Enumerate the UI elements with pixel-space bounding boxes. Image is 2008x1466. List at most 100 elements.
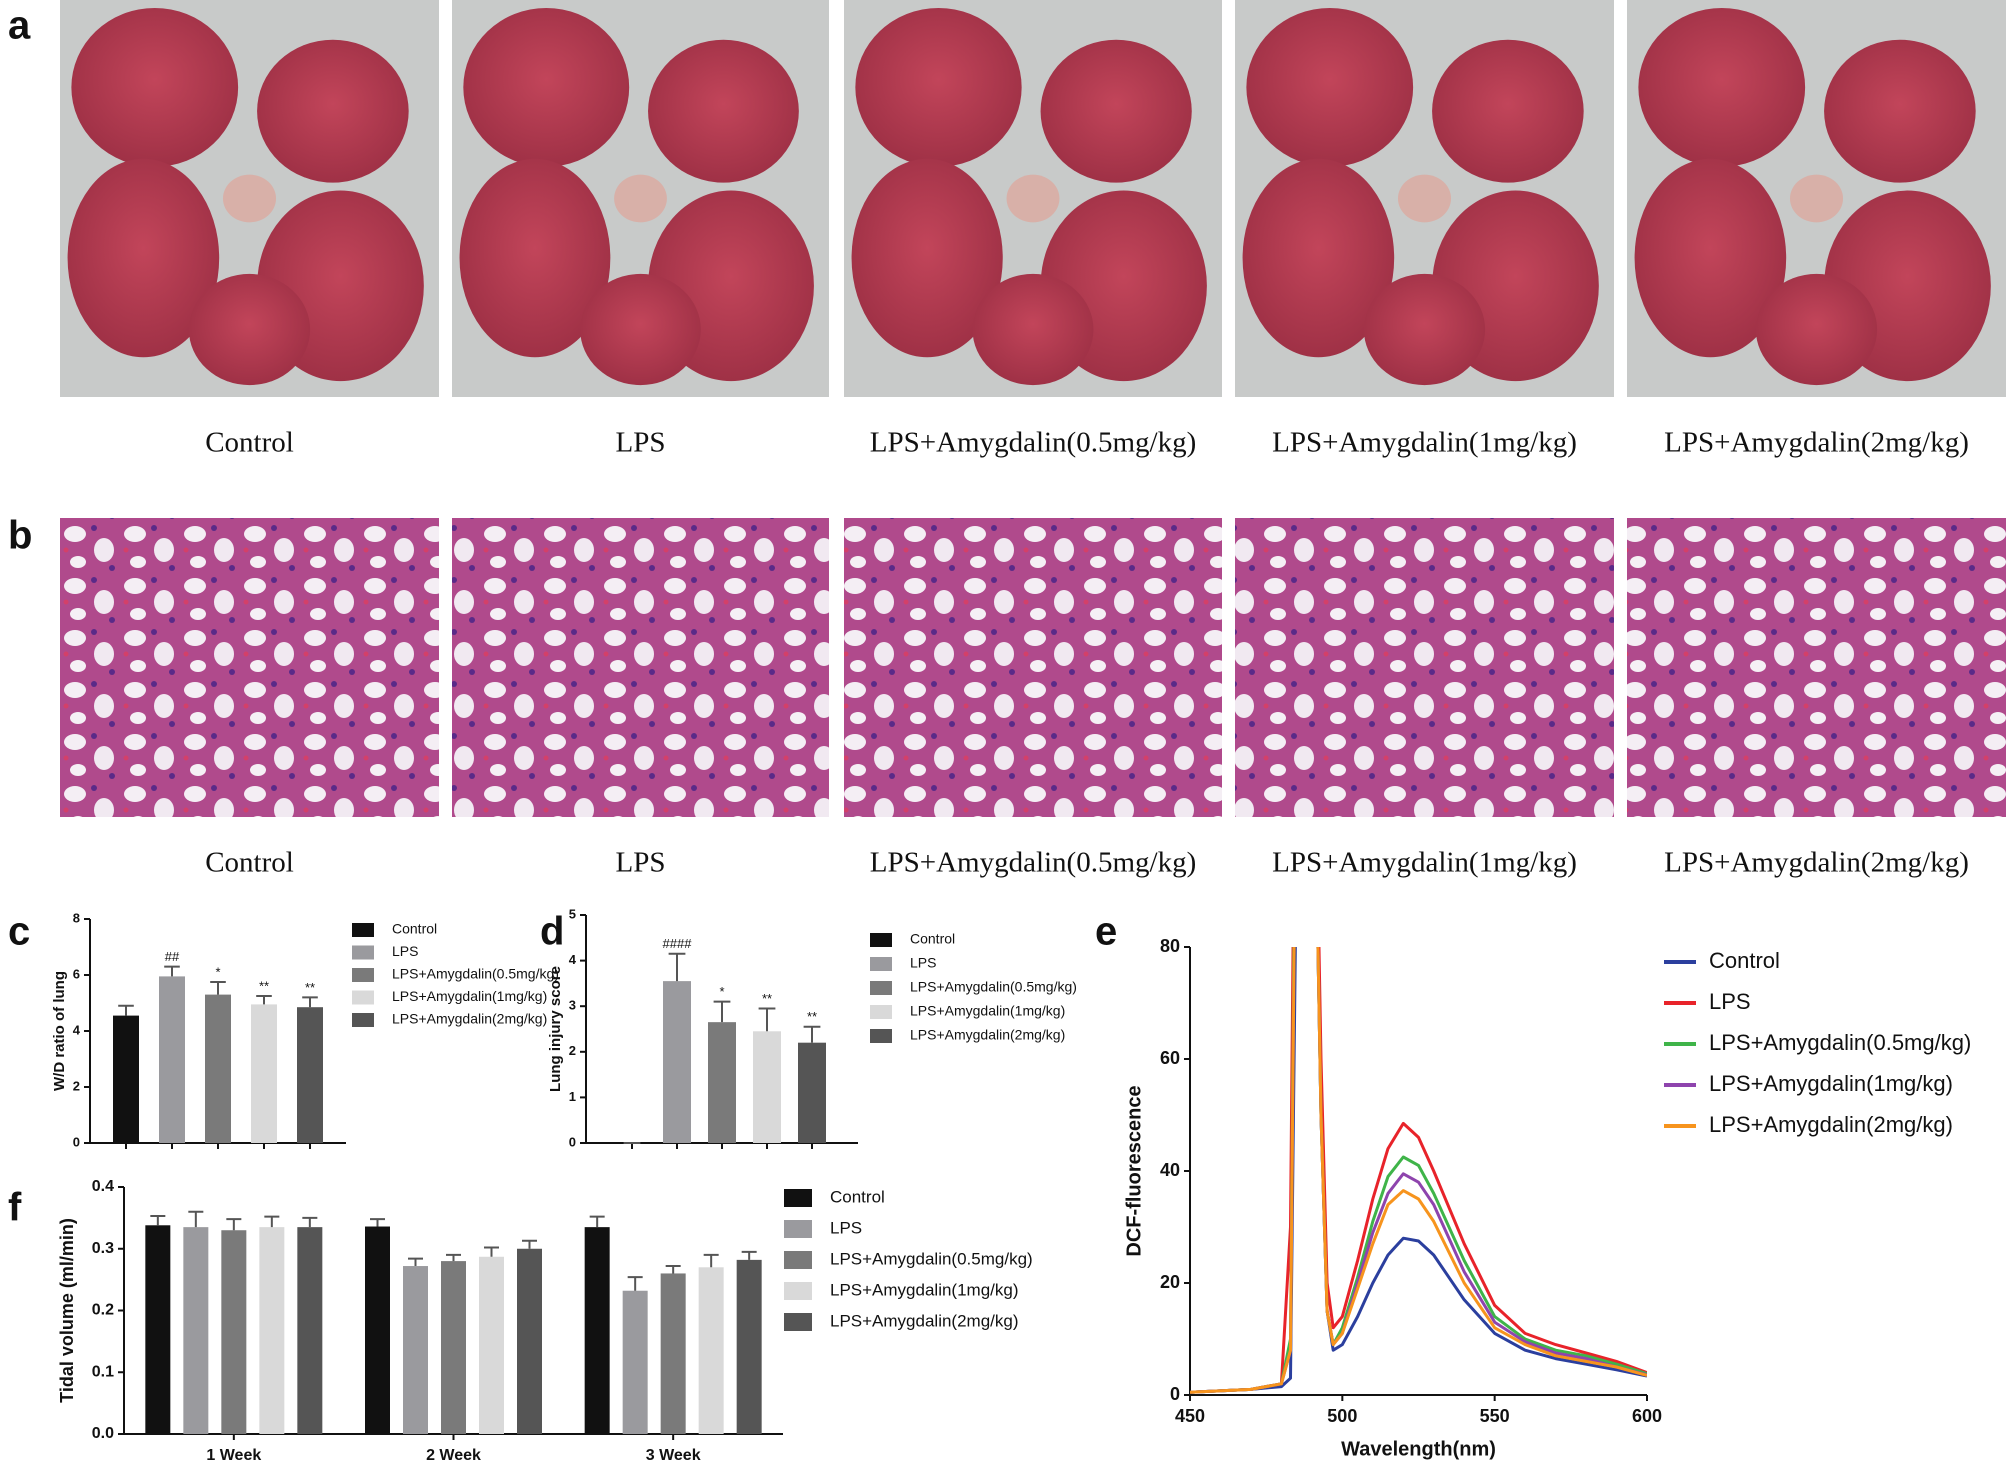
legend-swatch: [870, 981, 892, 995]
legend-swatch: [352, 945, 374, 960]
legend-label: LPS+Amygdalin(2mg/kg): [392, 1011, 547, 1027]
lung-lobe: [855, 7, 1022, 167]
lung-lobe: [463, 7, 630, 167]
bar: [441, 1261, 466, 1434]
photo-caption: LPS+Amygdalin(1mg/kg): [1272, 427, 1577, 459]
bar: [403, 1266, 428, 1434]
legend-label: LPS+Amygdalin(1mg/kg): [830, 1280, 1019, 1299]
bar: [736, 1259, 762, 1434]
y-tick-label: 0.0: [92, 1425, 114, 1442]
error-bar: [703, 1253, 719, 1268]
error-bar: [758, 1007, 776, 1032]
lung-lobe: [1242, 158, 1395, 358]
bar: [113, 1015, 139, 1143]
panel-label: e: [1095, 910, 1117, 954]
trachea: [614, 174, 667, 223]
bar: [259, 1227, 285, 1434]
lung-lobe: [1755, 273, 1878, 386]
y-tick-label: 4: [569, 952, 577, 967]
panel-label: c: [8, 910, 30, 954]
histology-photo: [1627, 518, 2006, 817]
y-tick-label: 0: [73, 1134, 80, 1149]
x-tick-label: 450: [1175, 1406, 1205, 1426]
y-tick-label: 1: [569, 1089, 576, 1104]
legend-label: LPS: [910, 955, 936, 971]
x-tick-label: 550: [1480, 1406, 1510, 1426]
y-tick-label: 0: [1170, 1384, 1180, 1404]
legend-label: LPS: [1709, 989, 1751, 1014]
bar: [183, 1227, 209, 1434]
histology-photo: [1235, 518, 1614, 817]
y-tick-label: 20: [1160, 1272, 1180, 1292]
trachea: [1397, 174, 1452, 223]
bar: [622, 1290, 648, 1434]
trachea: [222, 174, 277, 223]
significance-label: **: [807, 1009, 817, 1024]
lung-lobe: [1040, 39, 1192, 183]
trachea: [1006, 174, 1060, 223]
error-bar: [226, 1218, 242, 1231]
legend-swatch: [352, 968, 374, 982]
significance-label: *: [719, 984, 724, 999]
x-tick-label: 1 Week: [206, 1447, 261, 1464]
error-bar: [118, 1004, 134, 1016]
error-bar: [589, 1215, 605, 1228]
lung-lobe: [1634, 158, 1787, 358]
y-tick-label: 0.2: [92, 1302, 114, 1319]
error-bar: [803, 1025, 821, 1043]
trachea: [1789, 174, 1844, 223]
lung-lobe: [67, 158, 220, 358]
lung-lobe: [648, 39, 799, 183]
legend-swatch: [870, 933, 892, 947]
legend-label: LPS: [830, 1218, 862, 1237]
lung-lobe: [1432, 39, 1584, 183]
x-tick-label: 600: [1632, 1406, 1662, 1426]
significance-label: **: [305, 980, 315, 995]
y-tick-label: 80: [1160, 936, 1180, 956]
legend-swatch: [784, 1189, 812, 1207]
legend-label: LPS+Amygdalin(0.5mg/kg): [1709, 1030, 1971, 1055]
y-tick-label: 3: [569, 998, 576, 1013]
error-bar: [741, 1250, 757, 1260]
spectrum-line: [1190, 947, 1647, 1394]
panel-label: f: [8, 1186, 22, 1230]
error-bar: [256, 995, 272, 1005]
error-bar: [370, 1218, 385, 1227]
x-tick-label: 3 Week: [646, 1447, 701, 1464]
bar: [479, 1256, 504, 1434]
lung-lobe: [188, 273, 311, 386]
photo-caption: LPS+Amygdalin(2mg/kg): [1664, 847, 1969, 879]
bar: [159, 976, 185, 1143]
photo-caption: LPS+Amygdalin(0.5mg/kg): [870, 427, 1197, 459]
y-tick-label: 8: [73, 910, 80, 925]
y-tick-label: 5: [569, 906, 576, 921]
legend-swatch: [784, 1282, 812, 1300]
legend-label: LPS+Amygdalin(1mg/kg): [910, 1003, 1065, 1019]
spectrum-line: [1190, 947, 1647, 1394]
y-tick-label: 2: [569, 1043, 576, 1058]
legend-label: Control: [392, 921, 437, 937]
error-bar: [627, 1276, 643, 1291]
legend-swatch: [784, 1220, 812, 1238]
error-bar: [713, 1000, 731, 1023]
photo-caption: Control: [205, 847, 294, 879]
y-tick-label: 0: [569, 1134, 576, 1149]
error-bar: [188, 1210, 204, 1228]
significance-label: ####: [663, 936, 693, 951]
legend-label: LPS+Amygdalin(2mg/kg): [910, 1027, 1065, 1043]
bar: [753, 1031, 781, 1143]
significance-label: **: [259, 978, 269, 993]
bar: [297, 1007, 323, 1143]
bar: [660, 1273, 686, 1434]
histology-photo: [60, 518, 439, 817]
error-bar: [446, 1253, 461, 1262]
bar: [365, 1226, 390, 1434]
y-tick-label: 40: [1160, 1160, 1180, 1180]
error-bar: [264, 1215, 280, 1228]
significance-label: *: [215, 964, 220, 979]
error-bar: [665, 1265, 681, 1274]
error-bar: [484, 1246, 499, 1257]
lung-lobe: [851, 158, 1003, 358]
y-axis-label: Tidal volume (ml/min): [57, 1218, 77, 1403]
error-bar: [522, 1239, 537, 1249]
